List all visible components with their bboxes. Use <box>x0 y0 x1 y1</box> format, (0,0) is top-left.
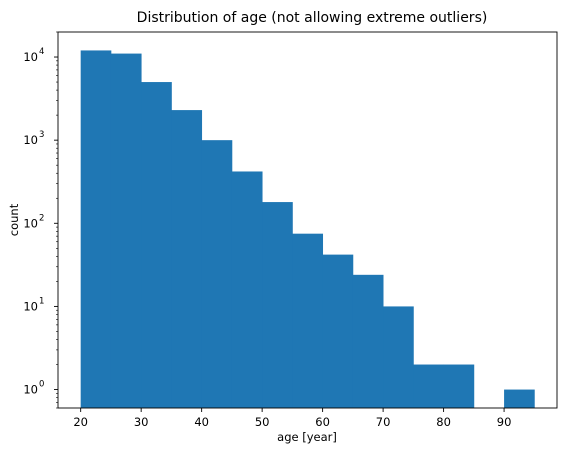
histogram-bar-0 <box>80 50 112 408</box>
y-tick-exponent: 4 <box>39 47 44 57</box>
chart-title: Distribution of age (not allowing extrem… <box>137 10 488 26</box>
histogram-bar-8 <box>322 254 354 408</box>
y-tick-base: 10 <box>23 383 38 397</box>
y-tick-label: 10 2 <box>23 213 44 230</box>
x-tick-label: 40 <box>194 415 209 429</box>
y-tick-base: 10 <box>23 50 38 64</box>
x-tick-label: 30 <box>134 415 149 429</box>
histogram-bar-12 <box>443 364 475 408</box>
y-tick-base: 10 <box>23 133 38 147</box>
y-tick-base: 10 <box>23 299 38 313</box>
histogram-bar-7 <box>292 233 324 408</box>
y-tick-exponent: 3 <box>39 130 44 140</box>
histogram-bar-4 <box>201 140 233 408</box>
x-tick-label: 20 <box>73 415 88 429</box>
histogram-bar-1 <box>110 53 142 408</box>
histogram-bar-9 <box>352 274 384 408</box>
x-axis-label: age [year] <box>277 430 337 444</box>
x-tick-label: 50 <box>255 415 270 429</box>
histogram-bar-2 <box>141 82 172 409</box>
histogram-bar-3 <box>171 110 203 408</box>
plot-frame <box>57 31 558 409</box>
histogram-bar-5 <box>231 171 263 408</box>
histogram-bar-14 <box>504 389 535 408</box>
x-tick-label: 70 <box>376 415 391 429</box>
bars-group <box>80 50 535 409</box>
y-tick-label: 10 1 <box>23 296 44 313</box>
y-tick-label: 10 0 <box>23 380 44 397</box>
histogram-bar-6 <box>262 202 293 408</box>
y-axis-label: count <box>7 203 21 236</box>
y-tick-label: 10 4 <box>23 47 44 64</box>
y-tick-exponent: 1 <box>39 296 44 306</box>
x-axis: 20 30 40 50 60 70 80 90 <box>73 408 511 429</box>
histogram-bar-11 <box>413 364 444 408</box>
y-tick-exponent: 2 <box>39 213 44 223</box>
x-tick-label: 80 <box>436 415 451 429</box>
x-tick-label: 60 <box>315 415 330 429</box>
y-tick-base: 10 <box>23 216 38 230</box>
x-tick-label: 90 <box>497 415 512 429</box>
y-tick-exponent: 0 <box>39 380 44 390</box>
y-tick-label: 10 3 <box>23 130 44 147</box>
histogram-bar-10 <box>383 306 414 408</box>
